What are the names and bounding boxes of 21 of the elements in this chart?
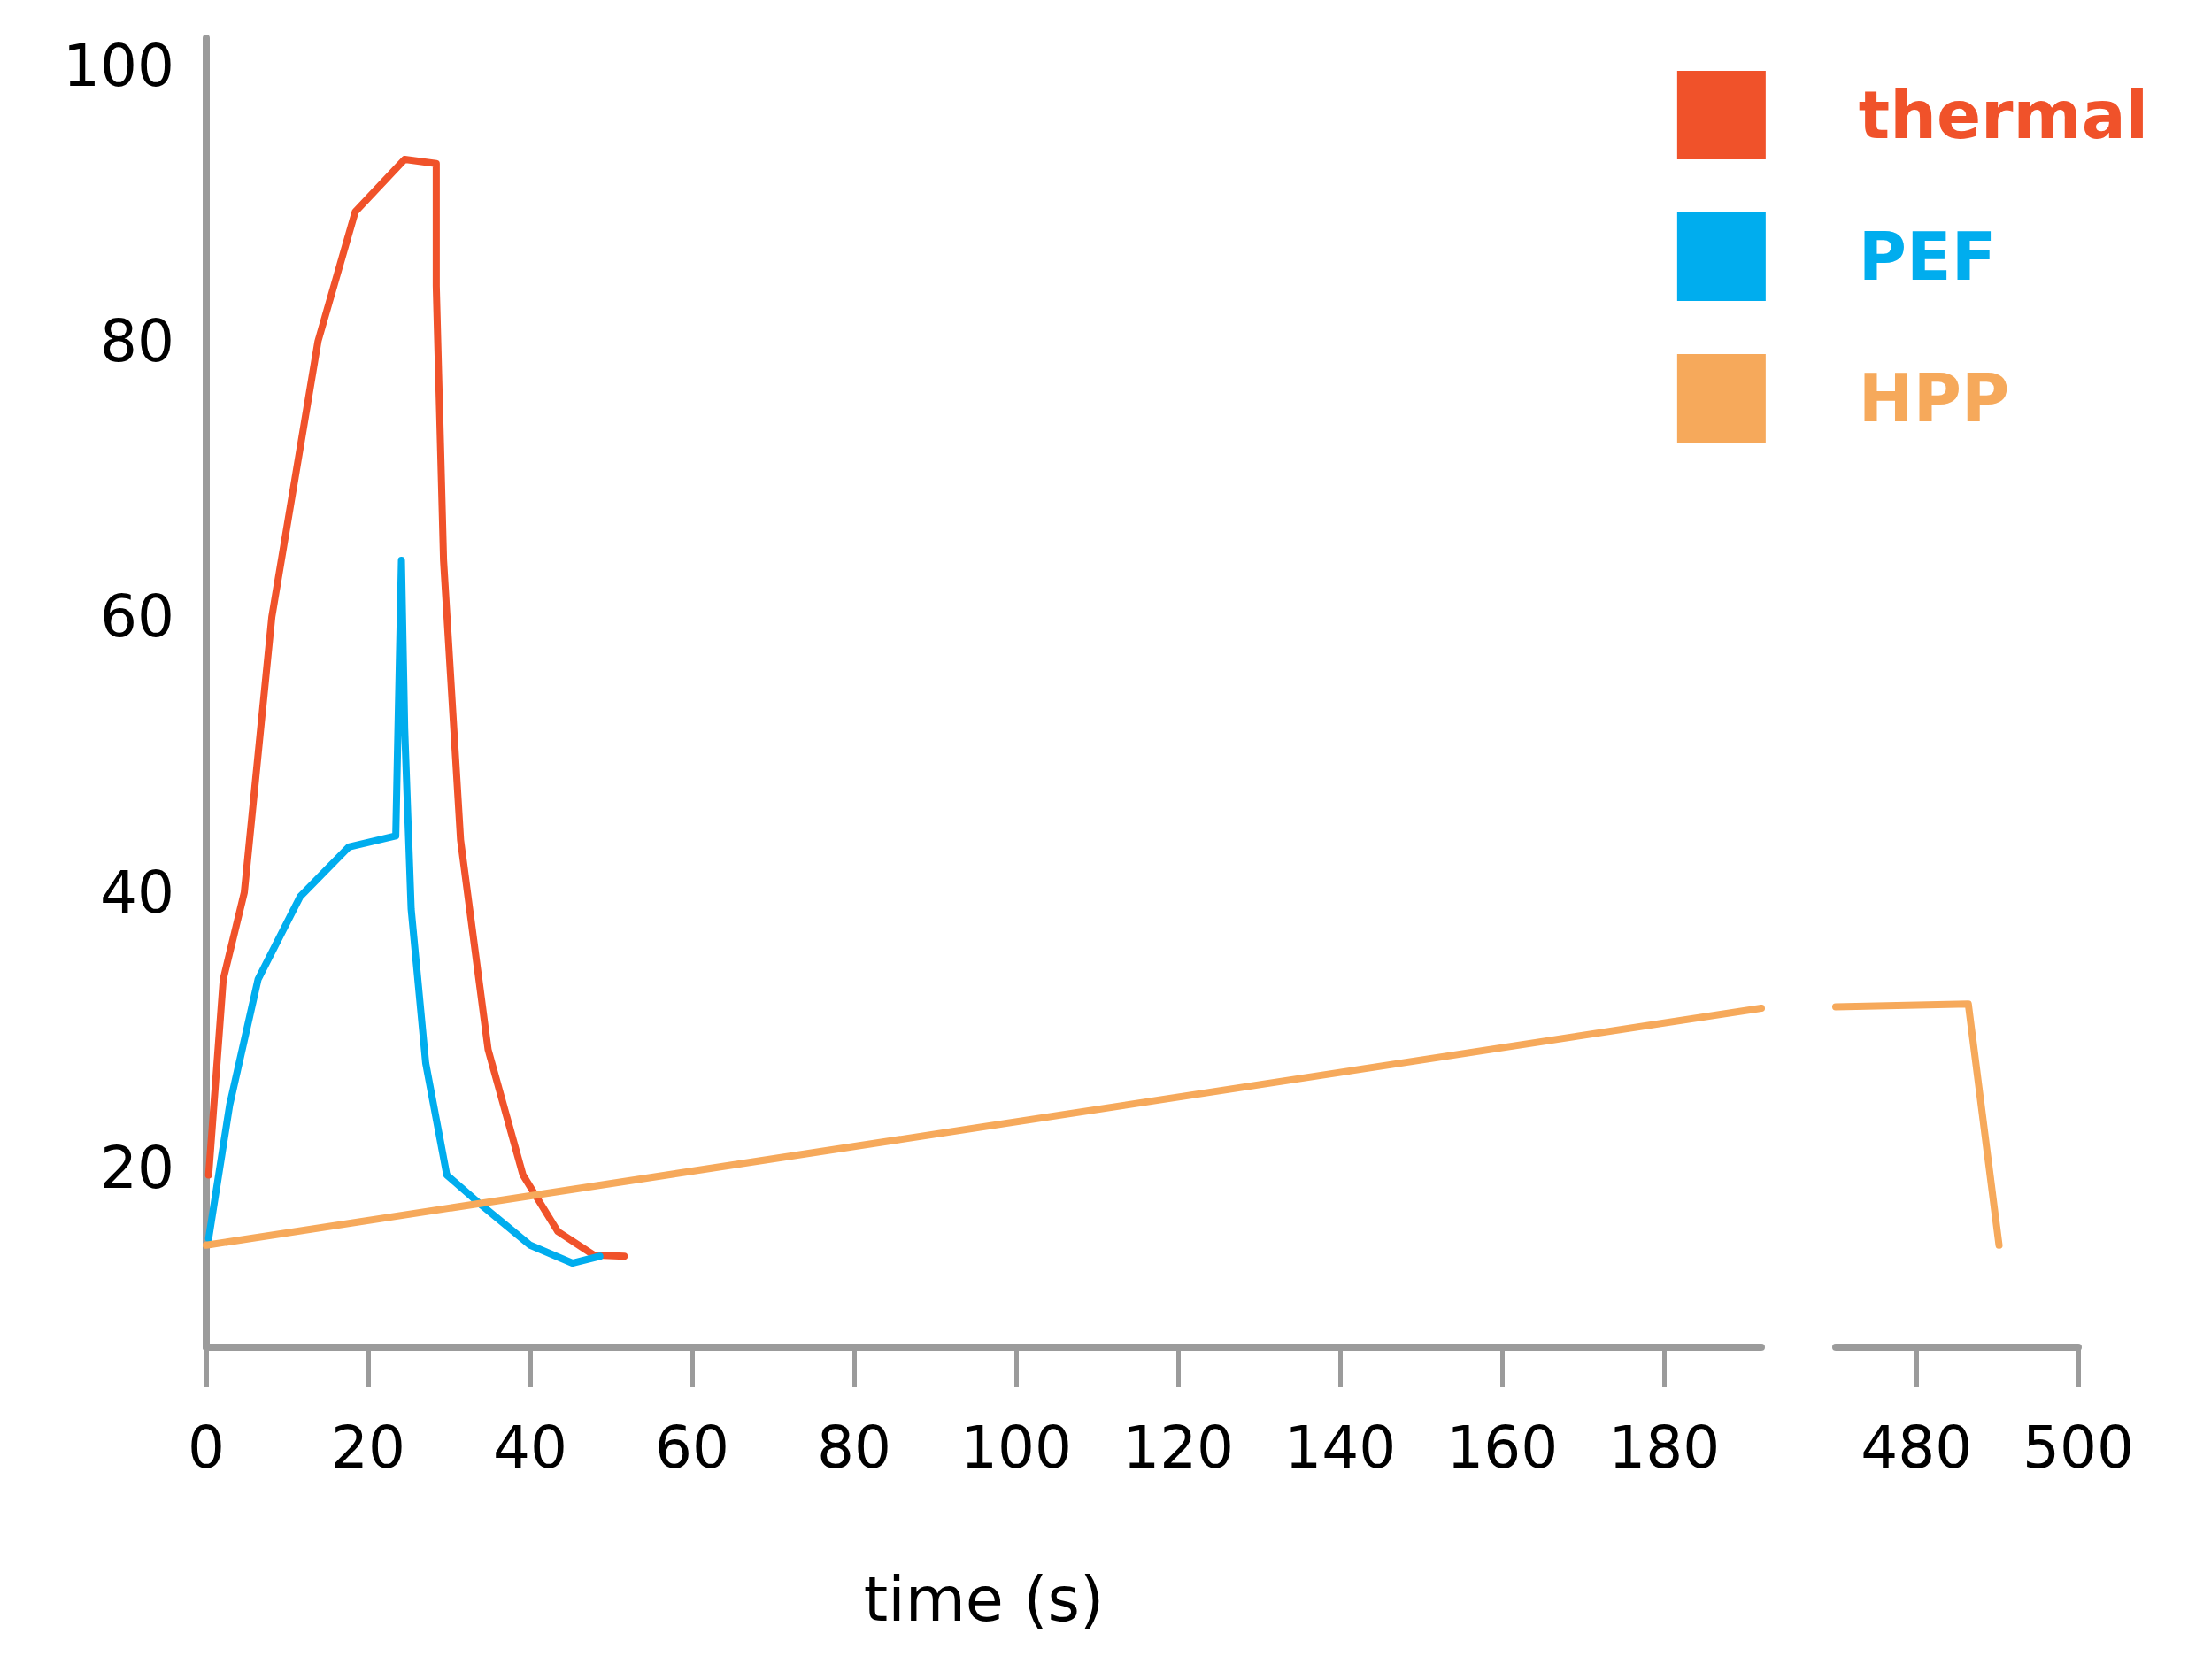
x-tick-label: 120 <box>1122 1413 1235 1482</box>
y-tick-label: 60 <box>100 582 174 651</box>
x-tick-label: 0 <box>188 1413 225 1482</box>
x-tick-label: 180 <box>1608 1413 1721 1482</box>
y-tick-label: 100 <box>63 31 174 100</box>
x-axis-title: time (s) <box>863 1563 1105 1636</box>
x-tick-label: 40 <box>493 1413 568 1482</box>
x-tick-label: 60 <box>655 1413 730 1482</box>
x-tick-label: 80 <box>817 1413 892 1482</box>
y-tick-label: 80 <box>100 307 174 376</box>
legend-label: PEF <box>1858 219 1997 295</box>
x-tick-label: 500 <box>2022 1413 2134 1482</box>
x-tick-label: 20 <box>331 1413 406 1482</box>
y-tick-label: 20 <box>100 1134 174 1203</box>
x-tick-label: 160 <box>1446 1413 1559 1482</box>
x-tick-label: 140 <box>1284 1413 1397 1482</box>
x-tick-label: 100 <box>960 1413 1073 1482</box>
y-tick-label: 40 <box>100 858 174 927</box>
legend-label: thermal <box>1858 77 2149 153</box>
x-tick-label: 480 <box>1861 1413 1973 1482</box>
legend-label: HPP <box>1858 360 2010 436</box>
